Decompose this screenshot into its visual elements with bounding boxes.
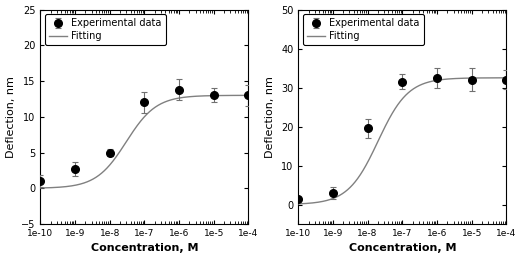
Legend: Experimental data, Fitting: Experimental data, Fitting	[303, 15, 424, 45]
Fitting	[461, 77, 467, 80]
Fitting	[203, 94, 209, 97]
Fitting	[457, 77, 464, 80]
Line: Fitting: Fitting	[298, 78, 506, 204]
Fitting	[245, 94, 252, 97]
X-axis label: Concentration, M: Concentration, M	[349, 243, 456, 254]
Line: Fitting: Fitting	[40, 95, 248, 188]
Fitting	[58, 185, 65, 189]
Fitting	[295, 202, 301, 205]
Fitting	[180, 96, 186, 99]
Fitting	[37, 186, 43, 190]
Fitting	[438, 78, 444, 81]
Fitting	[129, 132, 135, 135]
Legend: Experimental data, Fitting: Experimental data, Fitting	[45, 15, 165, 45]
Fitting	[121, 143, 127, 146]
Fitting	[387, 116, 393, 119]
Fitting	[503, 76, 509, 79]
Y-axis label: Deflection, nm: Deflection, nm	[6, 76, 16, 158]
Fitting	[379, 131, 386, 134]
Y-axis label: Deflection, nm: Deflection, nm	[266, 76, 276, 158]
Fitting	[316, 200, 323, 204]
Fitting	[199, 94, 206, 97]
X-axis label: Concentration, M: Concentration, M	[91, 243, 198, 254]
